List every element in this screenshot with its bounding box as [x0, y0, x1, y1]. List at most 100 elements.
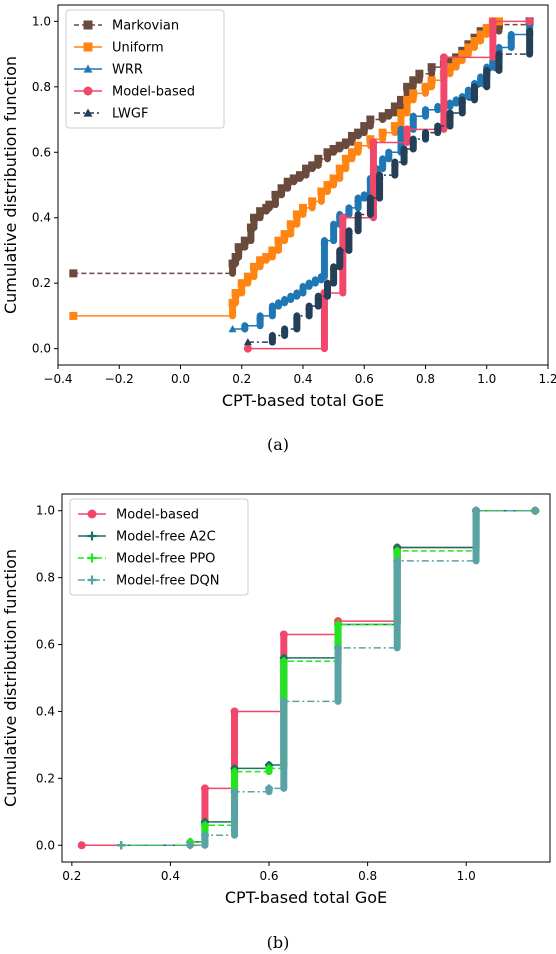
legend-item: Model-free DQN — [78, 574, 219, 589]
data-point — [231, 253, 240, 261]
data-point — [446, 56, 454, 65]
data-point — [531, 506, 540, 515]
data-point — [117, 841, 126, 850]
series-model-free-dqn — [117, 506, 540, 850]
data-point — [335, 246, 344, 254]
x-axis-label: CPT-based total GoE — [222, 391, 384, 410]
data-point — [452, 56, 461, 65]
x-tick-label: 0.8 — [416, 372, 435, 386]
data-point — [286, 292, 295, 300]
legend-item: Model-free A2C — [78, 530, 216, 545]
legend-label: Model-based — [116, 508, 199, 523]
data-point — [409, 89, 418, 98]
data-point — [250, 213, 258, 222]
data-point — [390, 158, 399, 166]
data-point — [354, 194, 363, 202]
x-tick-label: 0.8 — [358, 869, 377, 883]
data-point — [378, 154, 387, 163]
data-point — [525, 27, 534, 35]
data-point — [299, 282, 307, 290]
data-point — [243, 338, 252, 346]
x-tick-label: 1.0 — [477, 372, 496, 386]
data-point — [228, 325, 237, 333]
x-tick-label: 0.4 — [293, 372, 312, 386]
data-point — [354, 210, 363, 218]
data-point — [354, 141, 363, 150]
y-tick-label: 0.8 — [36, 571, 55, 585]
data-point — [279, 630, 288, 639]
data-point — [283, 177, 292, 186]
y-tick-label: 0.0 — [32, 342, 51, 356]
data-point — [397, 95, 405, 104]
legend-box — [69, 498, 249, 596]
data-point — [256, 311, 265, 320]
x-tick-label: −0.4 — [43, 372, 72, 386]
y-tick-label: 0.2 — [32, 276, 51, 290]
y-axis-label: Cumulative distribution function — [1, 56, 20, 314]
data-point — [366, 135, 375, 144]
data-point — [186, 841, 195, 850]
data-point — [200, 831, 209, 840]
legend-box — [65, 9, 225, 129]
data-point — [341, 154, 350, 163]
data-point — [279, 697, 288, 706]
data-point — [384, 148, 393, 156]
data-point — [329, 220, 338, 228]
data-point — [458, 50, 467, 59]
x-axis-label: CPT-based total GoE — [225, 888, 387, 907]
data-point — [403, 95, 412, 104]
y-tick-label: 1.0 — [32, 14, 51, 28]
legend-marker — [87, 553, 97, 563]
x-tick-label: 0.2 — [62, 869, 81, 883]
data-point — [348, 148, 356, 157]
data-point — [329, 262, 338, 271]
legend-label: WRR — [112, 63, 143, 78]
data-point — [354, 128, 363, 137]
data-point — [335, 164, 344, 173]
data-point — [360, 190, 369, 199]
data-point — [439, 53, 448, 62]
data-point — [240, 236, 249, 245]
data-point — [446, 63, 454, 72]
y-axis-label: Cumulative distribution function — [1, 549, 20, 807]
data-point — [397, 109, 405, 117]
data-point — [240, 321, 249, 329]
data-point — [292, 210, 301, 219]
data-point — [237, 279, 246, 288]
plot-area — [69, 17, 534, 353]
data-point — [452, 95, 461, 104]
data-point — [228, 298, 237, 307]
data-point — [344, 226, 353, 235]
data-point — [393, 546, 402, 555]
data-point — [308, 161, 317, 170]
legend-item: Model-based — [78, 508, 199, 523]
y-tick-label: 0.2 — [36, 771, 55, 785]
data-point — [470, 37, 479, 45]
legend-marker — [87, 531, 97, 541]
data-point — [323, 279, 332, 287]
data-point — [495, 50, 503, 58]
data-point — [246, 223, 255, 232]
data-point — [230, 787, 239, 796]
data-point — [280, 230, 289, 239]
data-point — [292, 311, 301, 320]
data-point — [268, 302, 277, 310]
data-point — [409, 112, 418, 120]
data-point — [375, 171, 384, 179]
data-point — [265, 200, 274, 209]
data-point — [256, 207, 265, 216]
data-point — [286, 220, 295, 229]
data-point — [200, 821, 209, 830]
x-tick-label: 0.4 — [161, 869, 180, 883]
data-point — [289, 174, 298, 183]
chart-a: −0.4 −0.2 0.0 0.2 0.4 0.6 0.8 1.0 1.2 0.0 0.2 0.4 0.… — [1, 4, 556, 454]
data-point — [292, 289, 301, 297]
data-point — [200, 784, 209, 793]
data-point — [299, 203, 307, 212]
data-point — [334, 620, 343, 629]
data-point — [433, 102, 442, 110]
data-point — [415, 69, 424, 78]
data-point — [256, 256, 265, 265]
data-point — [314, 154, 323, 163]
legend-label: Markovian — [112, 19, 179, 34]
